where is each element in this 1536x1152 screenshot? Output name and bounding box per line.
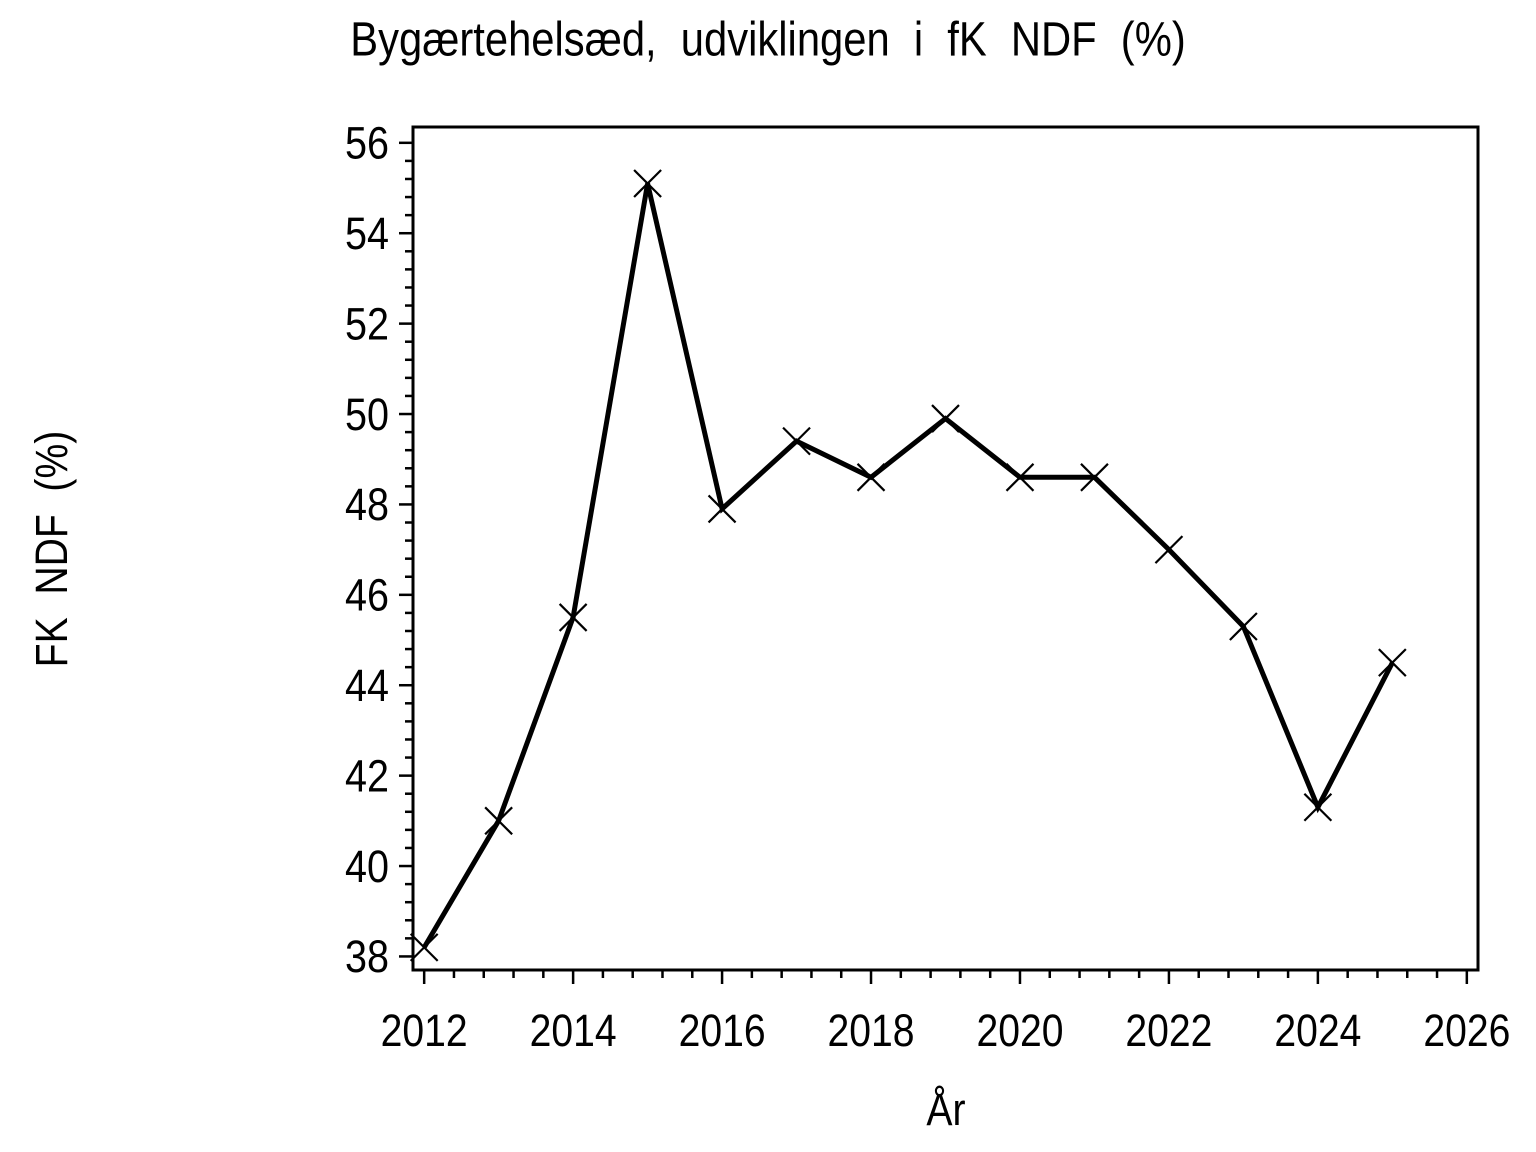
y-tick-label: 48: [345, 479, 389, 530]
x-tick-label: 2024: [1274, 1005, 1361, 1056]
y-tick-label: 46: [345, 570, 389, 621]
y-tick-label: 42: [345, 750, 389, 801]
x-marker: [409, 933, 439, 962]
x-marker: [1005, 463, 1035, 492]
x-marker: [633, 169, 662, 198]
x-marker: [856, 463, 886, 492]
x-tick-label: 2022: [1125, 1005, 1212, 1056]
y-tick-label: 40: [345, 841, 389, 892]
x-marker: [1229, 612, 1258, 641]
x-marker: [707, 494, 737, 524]
x-tick-label: 2014: [530, 1005, 617, 1056]
x-marker: [484, 806, 513, 836]
y-tick-label: 50: [345, 389, 389, 440]
x-marker: [931, 404, 960, 433]
y-tick-label: 54: [345, 208, 389, 259]
x-tick-label: 2016: [679, 1005, 766, 1056]
x-marker: [558, 603, 588, 632]
x-axis-title: År: [926, 1084, 966, 1135]
x-marker: [782, 426, 811, 456]
y-tick-label: 44: [345, 660, 389, 711]
x-tick-label: 2026: [1423, 1005, 1510, 1056]
series-line: [422, 182, 1395, 949]
x-marker: [1378, 648, 1407, 677]
x-tick-label: 2012: [381, 1005, 468, 1056]
plot-frame: [411, 125, 1480, 972]
x-marker: [1154, 535, 1184, 564]
y-tick-label: 56: [345, 118, 389, 169]
x-marker: [1303, 792, 1333, 822]
x-tick-label: 2020: [976, 1005, 1063, 1056]
y-tick-label: 38: [345, 931, 389, 982]
y-tick-label: 52: [345, 298, 389, 349]
chart-title: Bygærtehelsæd, udviklingen i fK NDF (%): [350, 13, 1186, 67]
x-tick-label: 2018: [828, 1005, 915, 1056]
x-marker: [1080, 463, 1109, 492]
